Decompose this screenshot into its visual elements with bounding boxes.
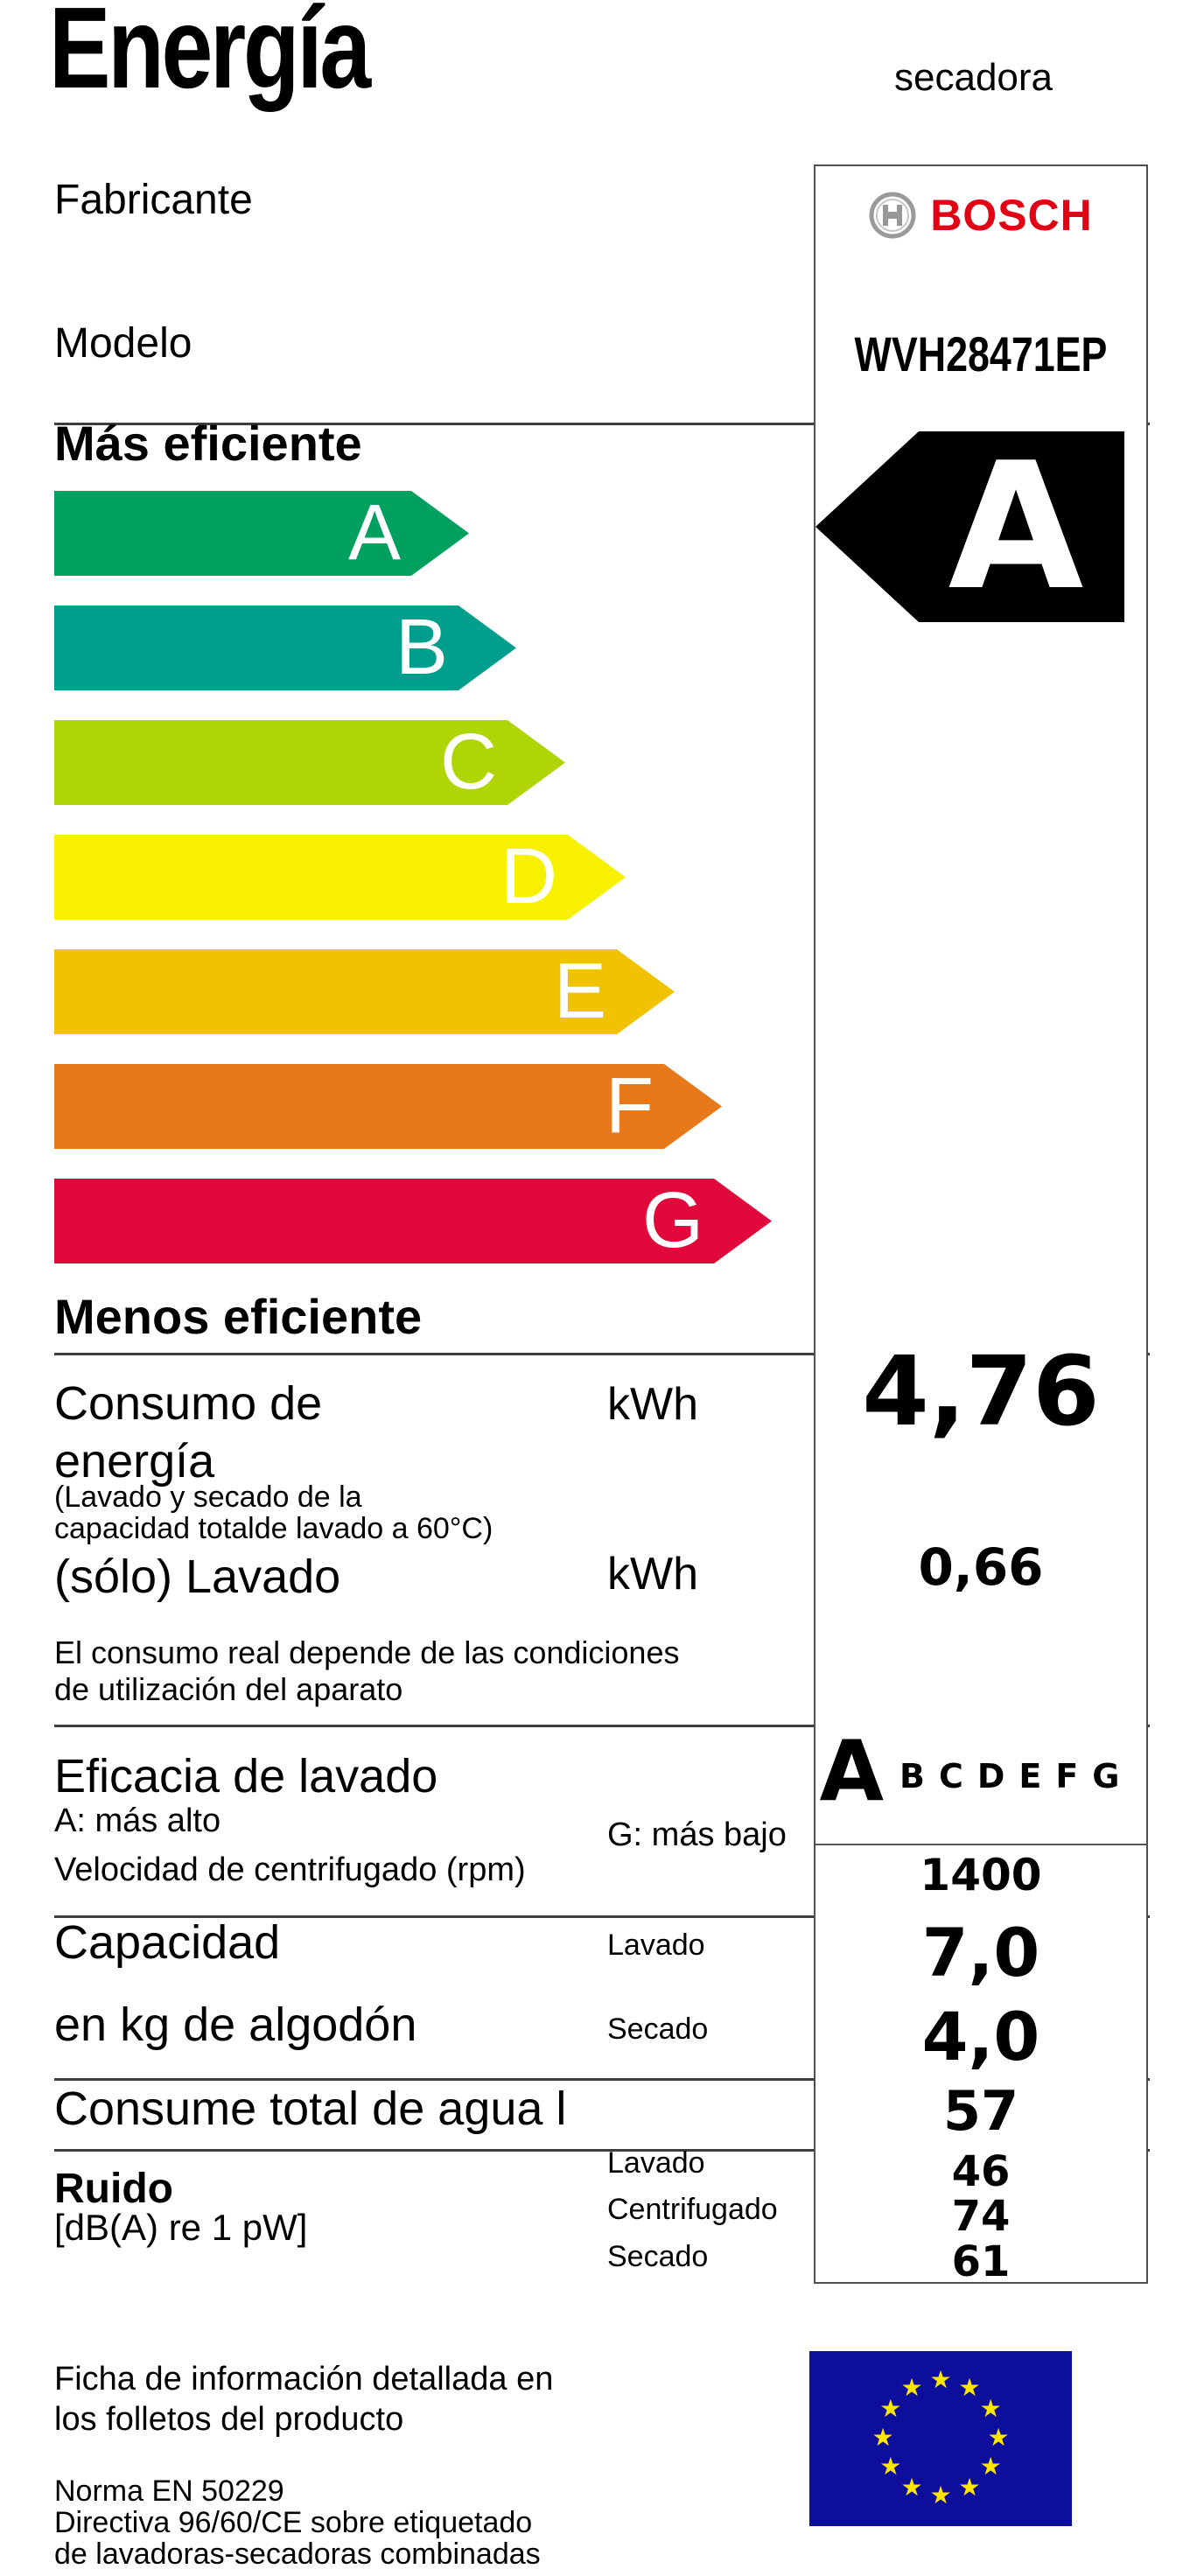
eu-star-icon: ★ [929,2482,952,2509]
eu-star-icon: ★ [979,2395,1002,2422]
grade-letter: B [395,604,448,691]
directive-line2: de lavadoras-secadoras combinadas [54,2538,541,2571]
divider [54,2078,1150,2081]
capacity-title-line1: Capacidad [54,1916,281,1969]
standard-reference: Norma EN 50229 [54,2474,284,2508]
consumption-note-line1: (Lavado y secado de la [54,1480,362,1514]
grade-arrow-c: C [54,720,565,805]
noise-spin-value: 74 [951,2192,1011,2241]
values-panel: BOSCH WVH28471EP A 4,76 0,66 A BCDEFG 14… [814,164,1148,2284]
wash-performance-title: Eficacia de lavado [54,1750,438,1802]
divider [54,423,1150,425]
noise-unit: [dB(A) re 1 pW] [54,2207,308,2248]
spin-speed-value: 1400 [920,1850,1042,1900]
eu-star-icon: ★ [958,2474,981,2502]
divider [54,1725,1150,1727]
noise-dry-value: 61 [951,2237,1011,2286]
appliance-category: secadora [894,56,1054,99]
rating-arrow: A [816,431,1124,622]
noise-spin-label: Centrifugado [607,2193,778,2226]
consumption-note-line2: capacidad totalde lavado a 60°C) [54,1512,494,1545]
divider [54,2149,1150,2152]
grade-letter: A [347,489,401,577]
consumption-disclaimer-line1: El consumo real depende de las condicion… [54,1634,680,1670]
model-value: WVH28471EP [854,326,1108,382]
directive-line1: Directiva 96/60/CE sobre etiquetado [54,2506,533,2539]
wash-class-other-grades: BCDEFG [900,1757,1134,1796]
efficiency-scale: A B C D E F G [54,491,842,1270]
divider [54,1915,1150,1918]
brand-logo: BOSCH [816,191,1146,240]
grade-arrow-g: G [54,1179,772,1264]
capacity-dry-value: 4,0 [921,1998,1040,2076]
bosch-emblem-icon [869,192,916,239]
consumption-title-line1: Consumo de [54,1377,323,1430]
grade-letter: F [606,1062,654,1150]
fiche-note-line1: Ficha de información detallada en [54,2361,554,2398]
energy-wash-value: 0,66 [918,1537,1044,1597]
spin-speed-label: Velocidad de centrifugado (rpm) [54,1852,526,1888]
more-efficient-label: Más eficiente [54,416,362,471]
eu-star-icon: ★ [929,2366,952,2393]
noise-wash-value: 46 [951,2147,1011,2196]
wash-performance-worst-note: G: más bajo [607,1816,787,1853]
less-efficient-label: Menos eficiente [54,1289,423,1344]
eu-star-icon: ★ [879,2395,902,2422]
eu-star-icon: ★ [900,2373,923,2401]
wash-class-scale: A BCDEFG [816,1731,1146,1814]
water-consumption-label: Consume total de agua l [54,2082,567,2135]
capacity-title-line2: en kg de algodón [54,1998,417,2051]
grade-letter: G [641,1177,704,1264]
eu-star-icon: ★ [987,2424,1010,2451]
energy-total-value: 4,76 [862,1335,1100,1447]
brand-wordmark: BOSCH [930,191,1093,240]
fiche-note-line2: los folletos del producto [54,2401,404,2438]
wash-performance-best-note: A: más alto [54,1802,221,1839]
page-title: Energía [49,0,371,112]
eu-flag: ★ ★ ★ ★ ★ ★ ★ ★ ★ ★ ★ ★ [809,2351,1072,2526]
grade-letter: D [500,833,557,920]
water-value: 57 [942,2079,1019,2143]
eu-star-icon: ★ [900,2474,923,2502]
capacity-dry-label: Secado [607,2012,709,2046]
grade-arrow-b: B [54,606,516,690]
wash-only-label: (sólo) Lavado [54,1550,341,1603]
eu-star-icon: ★ [872,2424,894,2451]
panel-divider [816,1844,1146,1845]
noise-dry-label: Secado [607,2240,709,2273]
noise-wash-label: Lavado [607,2146,705,2180]
grade-arrow-f: F [54,1064,722,1149]
grade-letter: C [440,718,497,806]
wash-class-rating: A [819,1724,884,1820]
consumption-disclaimer-line2: de utilización del aparato [54,1671,403,1707]
eu-star-icon: ★ [958,2373,981,2401]
model-label: Modelo [54,320,192,367]
noise-title: Ruido [54,2166,173,2212]
eu-star-icon: ★ [879,2453,902,2480]
eu-star-icon: ★ [979,2453,1002,2480]
grade-arrow-e: E [54,949,675,1034]
consumption-title-line2: energía [54,1435,215,1488]
divider [54,1353,1150,1355]
manufacturer-label: Fabricante [54,177,253,223]
kwh-unit-total: kWh [607,1379,698,1430]
grade-arrow-a: A [54,491,469,576]
grade-arrow-d: D [54,835,626,920]
capacity-wash-label: Lavado [607,1928,705,1962]
rating-letter: A [948,424,1084,629]
kwh-unit-wash: kWh [607,1549,698,1600]
grade-letter: E [553,948,606,1035]
capacity-wash-value: 7,0 [921,1914,1040,1992]
